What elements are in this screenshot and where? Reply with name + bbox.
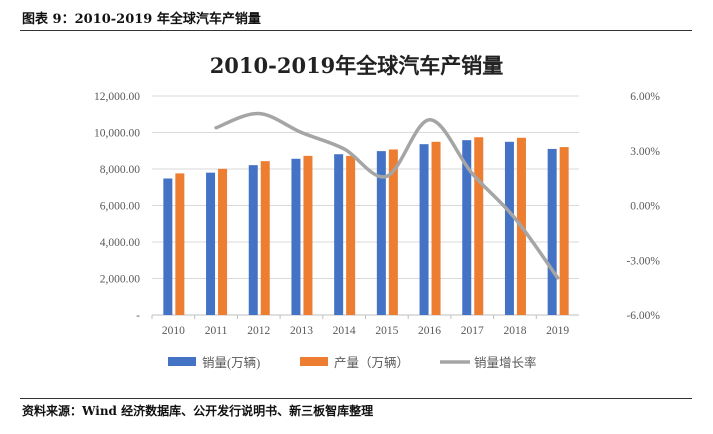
legend-swatch	[168, 357, 196, 366]
top-rule	[20, 30, 692, 31]
left-tick-label: -	[136, 310, 140, 322]
left-tick-label: 10,000.00	[94, 128, 140, 140]
bar-production-2017	[474, 137, 484, 315]
left-tick-label: 6,000.00	[100, 201, 141, 213]
right-tick-label: -3.00%	[626, 255, 660, 267]
x-tick-label: 2019	[546, 325, 569, 337]
x-tick-label: 2010	[162, 325, 185, 337]
right-tick-label: -6.00%	[626, 310, 660, 322]
left-tick-label: 4,000.00	[100, 237, 141, 249]
bar-production-2016	[431, 141, 441, 315]
right-tick-label: 3.00%	[630, 146, 660, 158]
x-tick-label: 2016	[418, 325, 441, 337]
x-tick-label: 2018	[503, 325, 526, 337]
bar-sales-2013	[291, 158, 301, 315]
left-tick-label: 2,000.00	[100, 274, 141, 286]
bar-sales-2010	[163, 178, 173, 315]
bar-production-2015	[388, 149, 398, 315]
x-tick-label: 2013	[290, 325, 313, 337]
bar-sales-2018	[504, 141, 514, 315]
bar-sales-2012	[248, 165, 258, 315]
bar-sales-2019	[547, 148, 557, 315]
legend-label: 销量(万辆)	[202, 356, 260, 370]
legend-swatch	[300, 357, 328, 366]
left-tick-label: 12,000.00	[94, 91, 140, 103]
line-sales-growth	[214, 111, 560, 280]
bar-production-2019	[559, 147, 569, 315]
right-tick-label: 6.00%	[630, 91, 660, 103]
bar-sales-2015	[376, 151, 386, 315]
left-tick-label: 8,000.00	[100, 164, 141, 176]
x-tick-label: 2017	[461, 325, 484, 337]
bar-sales-2017	[462, 140, 472, 315]
bar-production-2014	[346, 155, 356, 315]
x-tick-label: 2011	[205, 325, 228, 337]
chart-title: 2010-2019年全球汽车产销量	[209, 53, 504, 78]
bar-production-2012	[260, 161, 270, 315]
figure-caption: 图表 9：2010-2019 年全球汽车产销量	[22, 12, 261, 27]
x-tick-label: 2015	[375, 325, 398, 337]
bar-production-2011	[218, 168, 228, 315]
source-note: 资料来源：Wind 经济数据库、公开发行说明书、新三板智库整理	[22, 404, 374, 418]
bar-sales-2014	[334, 154, 344, 315]
bar-sales-2016	[419, 144, 429, 315]
bar-sales-2011	[206, 172, 216, 315]
legend-label: 产量（万辆）	[334, 356, 409, 370]
bottom-rule	[20, 398, 692, 399]
bar-production-2013	[303, 155, 313, 315]
x-tick-label: 2014	[333, 325, 356, 337]
right-tick-label: 0.00%	[630, 201, 660, 213]
x-tick-label: 2012	[247, 325, 270, 337]
bar-production-2010	[175, 173, 185, 315]
legend-label: 销量增长率	[474, 355, 537, 370]
